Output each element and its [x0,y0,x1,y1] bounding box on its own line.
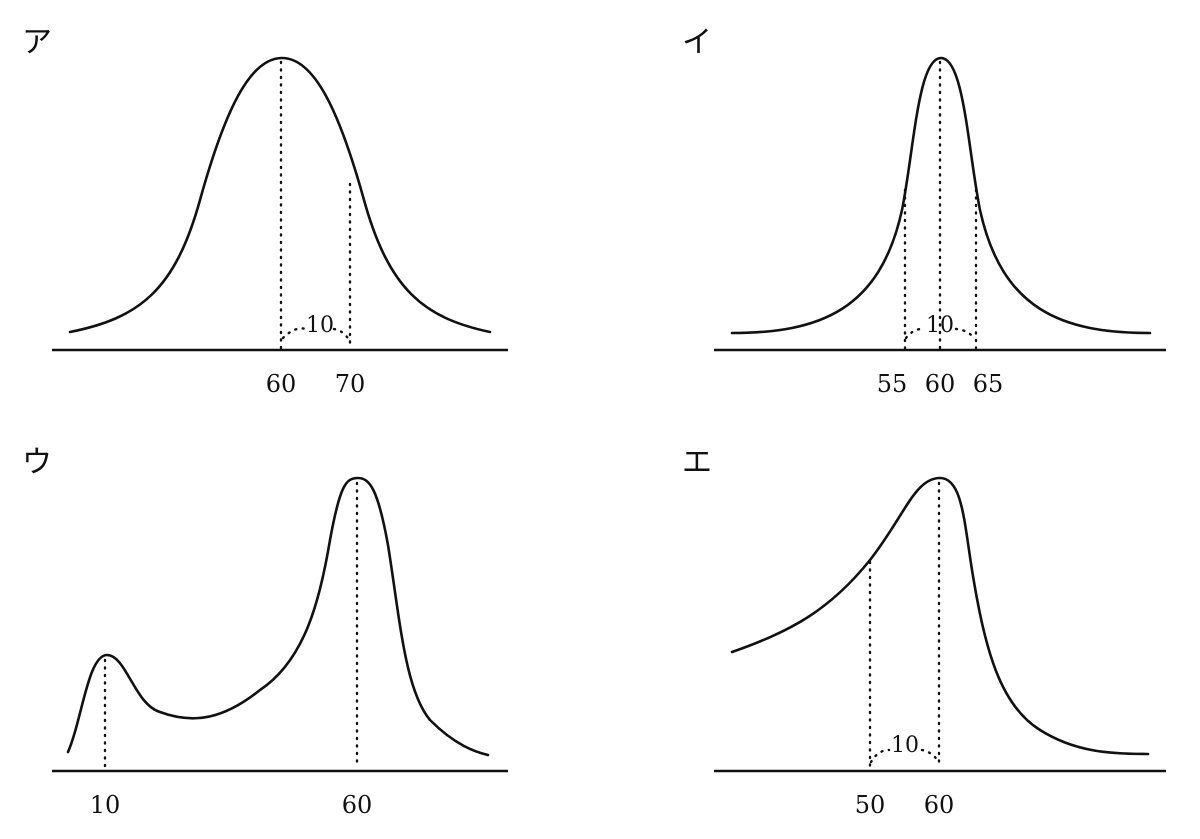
panel-u-label: ウ [22,445,52,480]
panel-i-curve [730,56,1152,335]
panel-u-tick-10: 10 [90,791,121,819]
panel-i: イ 10 55 60 65 [682,25,1166,398]
panel-e-gap-bracket-left [869,748,891,764]
panel-i-gap-label: 10 [926,313,954,338]
panel-i-tick-65: 65 [973,370,1004,398]
panel-a-label: ア [22,25,52,60]
panel-a-gap-label: 10 [306,313,334,338]
panel-a-tick-60: 60 [266,370,297,398]
panel-e: エ 10 50 60 [682,445,1166,819]
panel-e-gap-label: 10 [891,733,919,758]
panel-u-tick-60: 60 [342,791,373,819]
panel-i-gap-bracket-left [904,327,926,340]
panel-i-gap-bracket-right [954,327,977,341]
panel-u-curve [66,476,490,757]
panel-e-label: エ [682,445,712,480]
panel-u: ウ 10 60 [22,445,508,819]
panel-i-tick-55: 55 [877,370,908,398]
panel-e-curve [730,476,1150,756]
panel-e-tick-60: 60 [924,791,955,819]
panel-a-curve [68,56,492,334]
panel-a-gap-bracket-left [281,327,308,340]
panel-i-label: イ [682,25,712,60]
panel-a-gap-bracket-right [332,327,351,342]
panel-a-tick-70: 70 [335,370,366,398]
panel-e-tick-50: 50 [855,791,886,819]
panel-i-tick-60: 60 [925,370,956,398]
panel-e-gap-bracket-right [920,748,940,763]
panel-a: ア 10 60 70 [22,25,508,398]
